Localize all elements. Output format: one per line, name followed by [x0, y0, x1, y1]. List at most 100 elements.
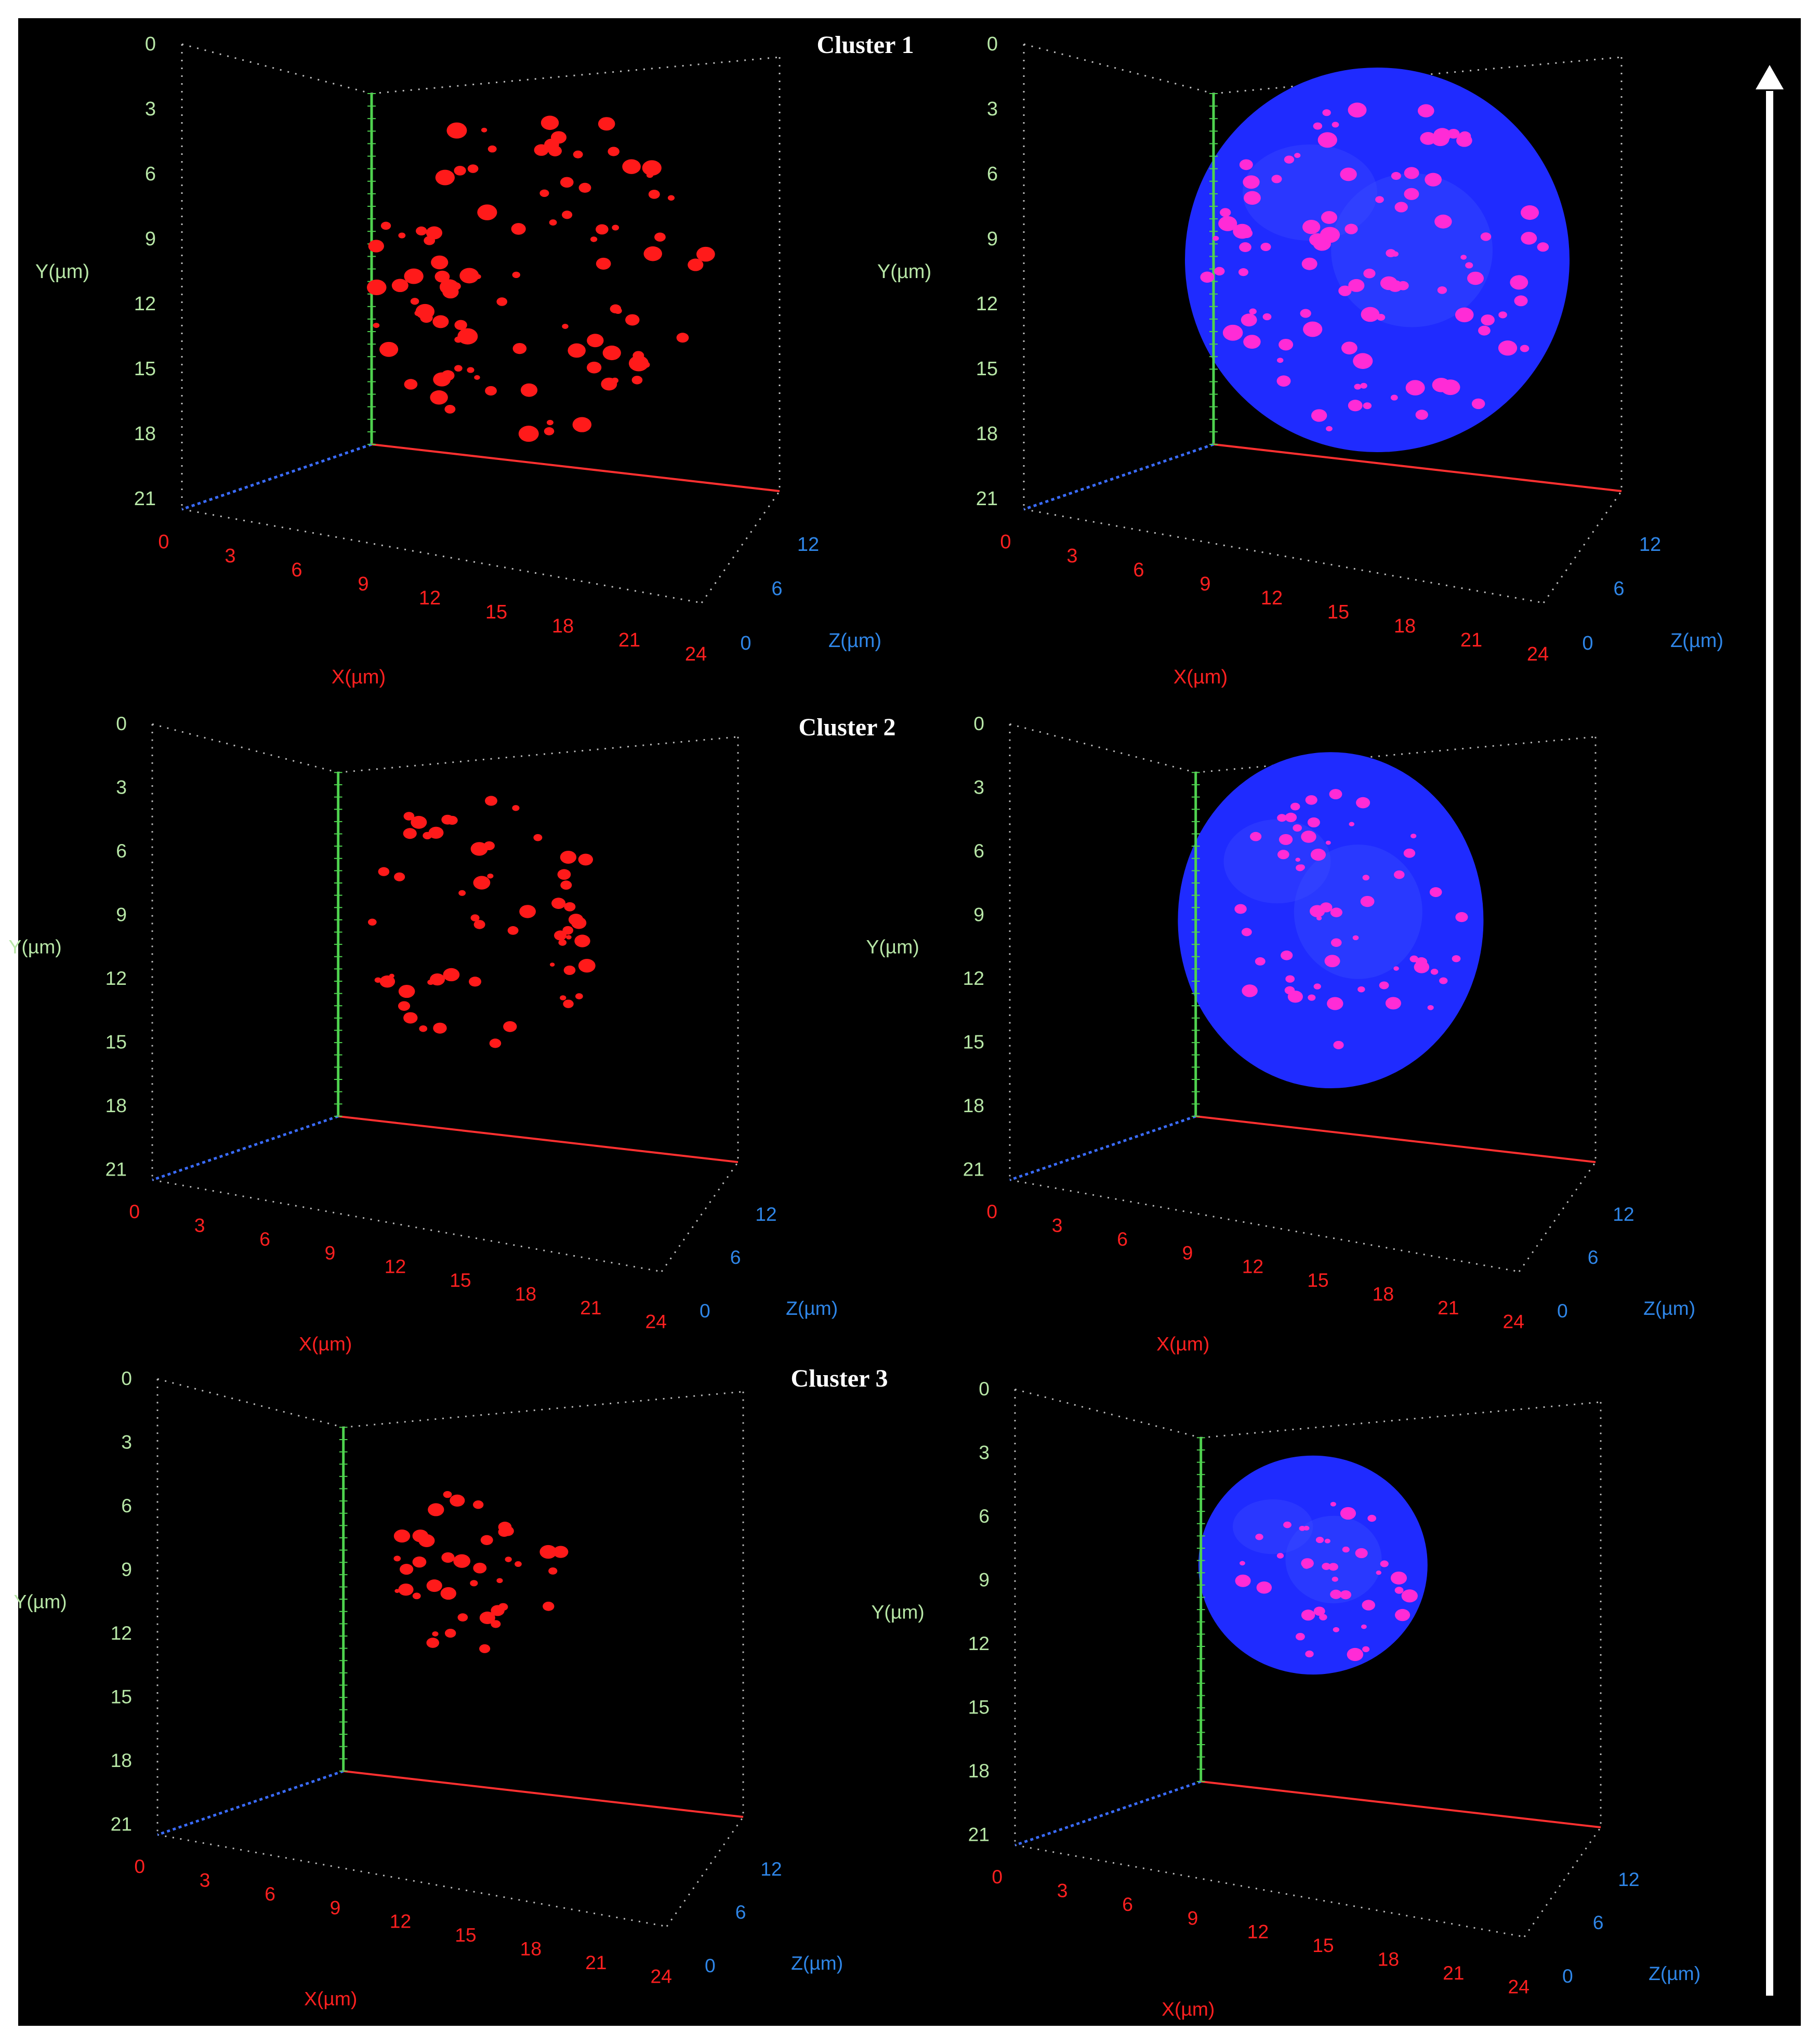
punctum: [1409, 380, 1418, 387]
y-tick-label: 21: [134, 488, 156, 510]
punctum: [1277, 850, 1289, 860]
z-tick-label: 6: [1593, 1911, 1604, 1933]
punctum: [1415, 957, 1428, 967]
x-tick-label: 24: [651, 1966, 672, 1987]
punctum: [574, 934, 590, 947]
punctum: [1326, 426, 1333, 432]
punctum: [1313, 122, 1323, 130]
punctum: [379, 341, 399, 357]
punctum: [596, 257, 611, 270]
x-axis-title: X(µm): [1174, 666, 1228, 688]
punctum: [411, 815, 427, 829]
punctum: [435, 169, 455, 186]
z-tick-label: 6: [735, 1901, 746, 1923]
punctum: [1481, 314, 1495, 326]
x-tick-label: 12: [1247, 1921, 1269, 1943]
punctum: [1296, 1633, 1305, 1641]
cluster-3-title: Cluster 3: [790, 1365, 888, 1392]
punctum: [467, 164, 479, 173]
y-tick-label: 0: [987, 33, 998, 55]
punctum: [432, 1631, 439, 1637]
punctum: [518, 426, 539, 442]
panel-2-merged: 0 3 6 9 12 15 18 21 Y(µm) 0 3 6 9 12 15 18 21 24 X(µm) 12 6 0…: [866, 713, 1696, 1355]
punctum: [1255, 957, 1266, 966]
punctum: [539, 1545, 557, 1559]
punctum: [549, 962, 555, 967]
punctum: [1467, 271, 1484, 285]
x-tick-label: 24: [1527, 643, 1549, 665]
x-tick-label: 0: [129, 1201, 140, 1222]
x-tick-label: 9: [1182, 1242, 1193, 1263]
punctum: [1240, 1561, 1245, 1566]
punctum: [564, 902, 576, 912]
punctum: [426, 226, 443, 240]
x-tick-label: 18: [1373, 1283, 1394, 1305]
x-tick-label: 6: [259, 1228, 270, 1250]
frame-edge: [1014, 1388, 1202, 1439]
punctum: [1220, 208, 1231, 217]
punctum: [431, 255, 449, 270]
nucleus-highlight: [1223, 819, 1331, 904]
punctum: [1367, 1514, 1376, 1522]
y-tick-label: 3: [987, 98, 998, 120]
x-tick-label: 24: [645, 1311, 667, 1333]
punctum: [572, 417, 592, 432]
y-tick-label: 15: [111, 1686, 132, 1708]
punctum: [374, 977, 381, 983]
z-tick-label: 12: [760, 1858, 782, 1880]
y-tick-label: 9: [987, 228, 998, 250]
punctum: [1310, 848, 1326, 861]
punctum: [1313, 1606, 1325, 1616]
punctum: [512, 342, 527, 354]
y-tick-label: 21: [111, 1813, 132, 1835]
punctum: [1380, 1560, 1389, 1567]
y-tick-label: 21: [968, 1824, 990, 1845]
z-tick-label: 12: [1639, 534, 1661, 556]
x-tick-label: 21: [1460, 629, 1482, 651]
punctum: [558, 939, 567, 946]
punctum: [622, 159, 641, 174]
y-axis-title: Y(µm): [877, 261, 931, 283]
punctum: [1353, 353, 1373, 369]
z-tick-label: 0: [700, 1300, 710, 1322]
punctum: [1520, 205, 1539, 220]
punctum: [601, 377, 617, 391]
punctum: [1327, 997, 1343, 1010]
punctum: [1537, 242, 1549, 252]
punctum: [642, 160, 662, 176]
z-axis-title: Z(µm): [1643, 1297, 1695, 1319]
punctum: [628, 355, 649, 372]
y-axis-title: Y(µm): [872, 1601, 925, 1623]
punctum: [1391, 172, 1401, 180]
x-tick-label: 18: [515, 1283, 536, 1305]
punctum: [1325, 840, 1331, 845]
punctum: [498, 1521, 512, 1533]
y-tick-label: 12: [106, 967, 127, 989]
punctum: [631, 376, 643, 385]
punctum: [676, 333, 689, 343]
punctum: [560, 995, 566, 1000]
punctum: [469, 977, 482, 987]
panel-3-red: 0 3 6 9 12 15 18 21 Y(µm) 0 3 6 9 12 15 18 21 24 X(µm) 12 6 0…: [14, 1367, 843, 2010]
punctum: [1420, 132, 1436, 145]
y-tick-label: 12: [134, 293, 156, 315]
punctum: [503, 1021, 517, 1032]
y-tick-label: 18: [134, 423, 156, 445]
punctum: [1313, 983, 1321, 990]
punctum: [1322, 1563, 1331, 1570]
punctum: [1390, 1571, 1407, 1585]
punctum: [1284, 986, 1295, 995]
punctum: [1281, 951, 1293, 960]
punctum: [414, 310, 422, 317]
x-tick-label: 18: [520, 1938, 542, 1960]
punctum: [1510, 275, 1528, 290]
y-axis-title: Y(µm): [866, 935, 919, 957]
punctum: [485, 796, 497, 806]
punctum: [1379, 981, 1389, 990]
z-tick-label: 12: [1618, 1868, 1639, 1890]
punctum: [1430, 969, 1439, 975]
punctum: [1315, 1537, 1324, 1544]
punctum: [1415, 410, 1428, 420]
z-axis-line: [181, 443, 372, 511]
punctum: [470, 842, 488, 856]
